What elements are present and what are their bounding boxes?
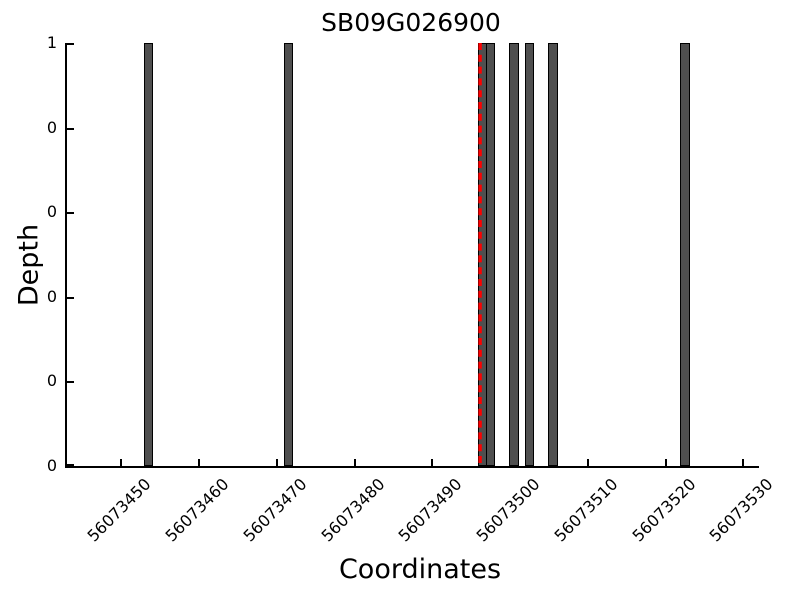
x-tick-mark [742,459,745,466]
x-tick-mark [431,459,434,466]
y-tick-label: 0 [46,117,57,137]
depth-bar [144,43,154,466]
y-tick-mark [67,127,74,130]
x-tick-label: 56073500 [472,474,544,546]
x-tick-label: 56073470 [239,474,311,546]
depth-bar [680,43,690,466]
depth-bar [548,43,558,466]
y-tick-mark [67,464,74,466]
x-tick-label: 56073490 [394,474,466,546]
x-tick-label: 56073450 [83,474,155,546]
x-tick-label: 56073480 [317,474,389,546]
y-tick-mark [67,381,74,384]
y-tick-mark [67,296,74,299]
x-tick-mark [198,459,201,466]
x-tick-mark [664,459,667,466]
y-tick-label: 0 [46,286,57,306]
marker-vline [478,43,482,466]
x-tick-label: 56073510 [550,474,622,546]
depth-bar [283,43,294,466]
x-tick-label: 56073520 [628,474,700,546]
x-tick-mark [586,459,589,466]
x-tick-label: 56073530 [705,474,777,546]
x-tick-mark [120,459,123,466]
x-axis-label: Coordinates [338,554,502,585]
x-tick-mark [275,459,278,466]
depth-bar [486,43,496,466]
x-tick-mark [353,459,356,466]
x-tick-label: 56073460 [161,474,233,546]
y-tick-label: 0 [46,371,57,391]
y-tick-label: 0 [46,202,57,222]
depth-bar [509,43,519,466]
y-tick-label: 0 [46,456,57,475]
chart-title: SB09G026900 [321,8,501,37]
y-tick-mark [67,43,74,45]
plot-area [65,43,759,468]
y-tick-label: 1 [46,33,57,52]
depth-bar [524,43,535,466]
y-tick-mark [67,212,74,215]
